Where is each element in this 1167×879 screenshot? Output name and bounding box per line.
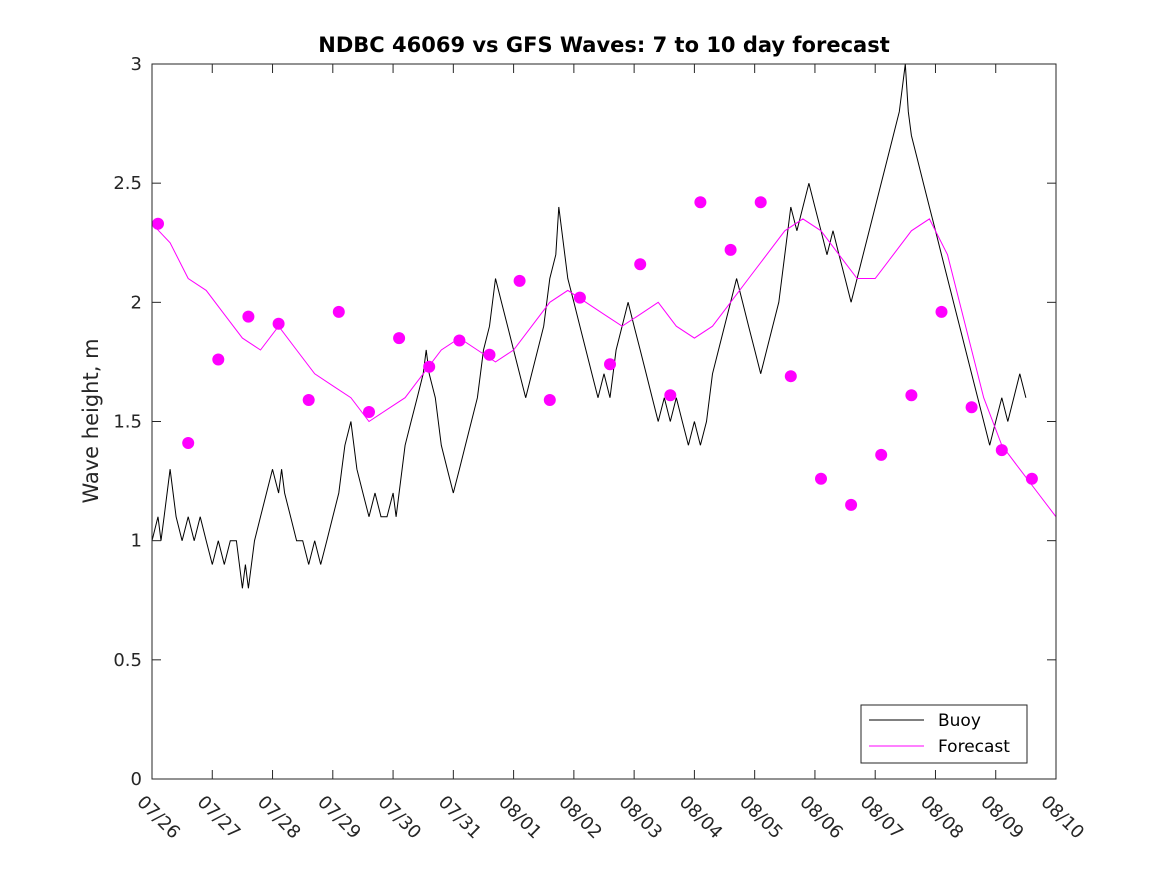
x-tick-label: 07/29 bbox=[313, 792, 365, 844]
x-tick-label: 07/27 bbox=[193, 792, 245, 844]
forecast-marker bbox=[724, 243, 737, 256]
marker-layer bbox=[152, 196, 1038, 511]
forecast-marker bbox=[604, 358, 616, 371]
forecast-marker bbox=[483, 348, 496, 361]
legend-forecast-label: Forecast bbox=[938, 737, 1010, 757]
x-tick-label: 08/03 bbox=[615, 792, 667, 844]
x-tick-label: 08/10 bbox=[1036, 792, 1088, 844]
x-tick-label: 08/01 bbox=[494, 792, 546, 844]
forecast-marker bbox=[815, 472, 827, 485]
legend-buoy-label: Buoy bbox=[938, 711, 981, 731]
forecast-marker bbox=[664, 389, 677, 402]
forecast-marker bbox=[272, 317, 285, 330]
plot-background bbox=[152, 64, 1056, 779]
forecast-marker bbox=[363, 406, 375, 418]
y-tick-label: 2.5 bbox=[113, 173, 142, 194]
forecast-marker bbox=[845, 498, 858, 511]
forecast-marker bbox=[543, 394, 556, 406]
forecast-marker bbox=[393, 332, 406, 345]
forecast-marker bbox=[875, 448, 888, 461]
forecast-marker bbox=[242, 310, 255, 323]
y-tick-label: 1 bbox=[131, 531, 142, 552]
x-tick-label: 07/28 bbox=[253, 792, 305, 844]
x-tick-label: 07/31 bbox=[434, 792, 486, 844]
series-layer bbox=[151, 63, 1057, 589]
forecast-marker bbox=[995, 444, 1008, 457]
forecast-marker bbox=[423, 360, 436, 373]
series-line-forecast bbox=[151, 218, 1057, 518]
legend-box bbox=[860, 704, 1028, 764]
x-tick-label: 08/04 bbox=[675, 792, 727, 844]
y-tick-label: 0.5 bbox=[113, 650, 142, 671]
forecast-marker bbox=[513, 274, 526, 287]
x-tick-label: 08/02 bbox=[554, 792, 606, 844]
forecast-marker bbox=[1025, 472, 1038, 485]
y-tick-label: 1.5 bbox=[113, 412, 142, 433]
forecast-marker bbox=[935, 305, 948, 318]
legend: Buoy Forecast bbox=[860, 704, 1028, 764]
x-tick-label: 08/09 bbox=[976, 792, 1028, 844]
forecast-marker bbox=[694, 196, 707, 209]
y-axis-label: Wave height, m bbox=[79, 338, 103, 503]
forecast-marker bbox=[905, 389, 918, 402]
forecast-marker bbox=[332, 305, 345, 318]
forecast-marker bbox=[784, 370, 797, 383]
forecast-marker bbox=[754, 196, 767, 209]
x-tick-label: 08/07 bbox=[856, 792, 908, 844]
forecast-marker bbox=[634, 258, 647, 271]
x-tick-label: 08/06 bbox=[795, 792, 847, 844]
x-tick-label: 07/26 bbox=[132, 792, 184, 844]
forecast-marker bbox=[152, 217, 164, 230]
forecast-marker bbox=[453, 334, 466, 347]
plot-area bbox=[152, 64, 1056, 779]
y-tick-label: 3 bbox=[131, 54, 142, 75]
chart-title: NDBC 46069 vs GFS Waves: 7 to 10 day for… bbox=[318, 33, 889, 57]
series-line-buoy bbox=[151, 63, 1027, 589]
forecast-marker bbox=[182, 437, 195, 449]
forecast-marker bbox=[965, 401, 978, 414]
forecast-marker bbox=[573, 291, 586, 304]
y-tick-label: 2 bbox=[131, 292, 142, 313]
forecast-marker bbox=[212, 353, 225, 366]
forecast-marker bbox=[302, 394, 315, 406]
x-tick-label: 08/08 bbox=[916, 792, 968, 844]
x-tick-label: 08/05 bbox=[735, 792, 787, 844]
x-tick-label: 07/30 bbox=[374, 792, 426, 844]
y-tick-label: 0 bbox=[131, 769, 142, 790]
